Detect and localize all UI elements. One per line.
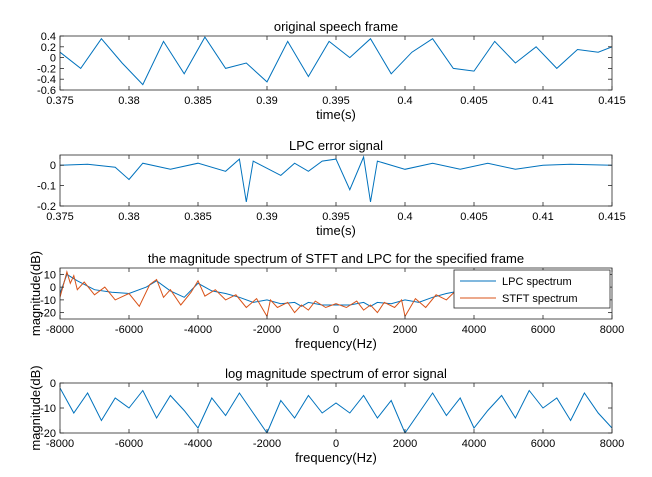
- x-tick-label: 8000: [600, 438, 624, 450]
- x-tick-label: 0.38: [118, 95, 139, 107]
- subplot-title: the magnitude spectrum of STFT and LPC f…: [148, 251, 524, 266]
- x-tick-label: 0.395: [322, 95, 350, 107]
- x-axis-label: frequency(Hz): [295, 450, 377, 465]
- x-tick-label: -4000: [184, 438, 212, 450]
- series-line-0: [60, 387, 612, 433]
- y-tick-label: 0: [50, 282, 56, 294]
- x-tick-label: 0: [333, 324, 339, 336]
- x-tick-label: -2000: [253, 438, 281, 450]
- x-axis-label: time(s): [316, 223, 356, 238]
- x-tick-label: 0.4: [397, 211, 412, 223]
- x-tick-label: 0.375: [46, 95, 74, 107]
- axes-box: [59, 35, 613, 91]
- subplot-title: original speech frame: [274, 19, 398, 34]
- x-tick-label: 4000: [462, 438, 486, 450]
- x-tick-label: 0.39: [256, 95, 277, 107]
- y-tick-label: -10: [40, 403, 56, 415]
- x-tick-label: -8000: [46, 438, 74, 450]
- x-tick-label: 0.405: [460, 211, 488, 223]
- y-tick-label: -0.6: [37, 85, 56, 97]
- x-axis-label: frequency(Hz): [295, 336, 377, 351]
- x-axis-label: time(s): [316, 107, 356, 122]
- x-tick-label: 0.39: [256, 211, 277, 223]
- x-tick-label: 6000: [531, 438, 555, 450]
- x-tick-label: 0.385: [184, 95, 212, 107]
- x-tick-label: 8000: [600, 324, 624, 336]
- x-tick-label: 4000: [462, 324, 486, 336]
- x-tick-label: 0.415: [598, 211, 626, 223]
- y-tick-label: 0.4: [41, 31, 56, 43]
- series-line-1: [60, 269, 461, 318]
- y-tick-label: -20: [40, 308, 56, 320]
- legend: LPC spectrum STFT spectrum: [453, 269, 611, 309]
- x-tick-label: 0: [333, 438, 339, 450]
- y-tick-label: 0: [50, 53, 56, 65]
- x-tick-label: -2000: [253, 324, 281, 336]
- subplot-speech: original speech frame 0.375 0.38 0.385 0.39 0…: [37, 19, 626, 122]
- subplot-title: log magnitude spectrum of error signal: [225, 366, 447, 381]
- y-tick-label: -0.1: [37, 181, 56, 193]
- axes-box: [59, 154, 613, 207]
- x-tick-label: 0.405: [460, 95, 488, 107]
- series-line-0: [60, 155, 612, 202]
- x-tick-label: 0.385: [184, 211, 212, 223]
- y-tick-label: 0: [50, 160, 56, 172]
- y-tick-label: -20: [40, 428, 56, 440]
- x-tick-label: 0.415: [598, 95, 626, 107]
- y-tick-label: -10: [40, 295, 56, 307]
- series-line-0: [60, 36, 612, 86]
- y-tick-label: -0.2: [37, 201, 56, 213]
- y-axis-label: magnitude(dB): [28, 251, 43, 336]
- x-tick-label: -8000: [46, 324, 74, 336]
- y-axis-label: magnitude(dB): [28, 365, 43, 450]
- y-tick-label: -0.4: [37, 74, 56, 86]
- x-tick-label: 2000: [393, 438, 417, 450]
- x-tick-label: 0.375: [46, 211, 74, 223]
- x-tick-label: 6000: [531, 324, 555, 336]
- x-tick-label: 2000: [393, 324, 417, 336]
- subplot-lpc-error: LPC error signal 0.375 0.38 0.385 0.39 0.395 0…: [37, 138, 626, 238]
- y-tick-label: 10: [44, 269, 56, 281]
- y-tick-label: 0: [50, 378, 56, 390]
- x-tick-label: 0.395: [322, 211, 350, 223]
- x-tick-label: -4000: [184, 324, 212, 336]
- legend-entry: LPC spectrum: [502, 276, 572, 288]
- x-tick-label: 0.41: [532, 211, 553, 223]
- x-tick-label: -6000: [115, 324, 143, 336]
- series-line-0: [60, 273, 461, 307]
- subplot-spectrum: the magnitude spectrum of STFT and LPC f…: [28, 251, 624, 351]
- subplot-error-spectrum: log magnitude spectrum of error signal -8…: [28, 365, 624, 465]
- subplot-title: LPC error signal: [289, 138, 383, 153]
- x-tick-label: 0.4: [397, 95, 412, 107]
- x-tick-label: 0.38: [118, 211, 139, 223]
- x-tick-label: -6000: [115, 438, 143, 450]
- y-tick-label: 0.2: [41, 42, 56, 54]
- legend-box: [453, 269, 611, 309]
- y-tick-label: -0.2: [37, 63, 56, 75]
- legend-entry: STFT spectrum: [502, 293, 578, 305]
- x-tick-label: 0.41: [532, 95, 553, 107]
